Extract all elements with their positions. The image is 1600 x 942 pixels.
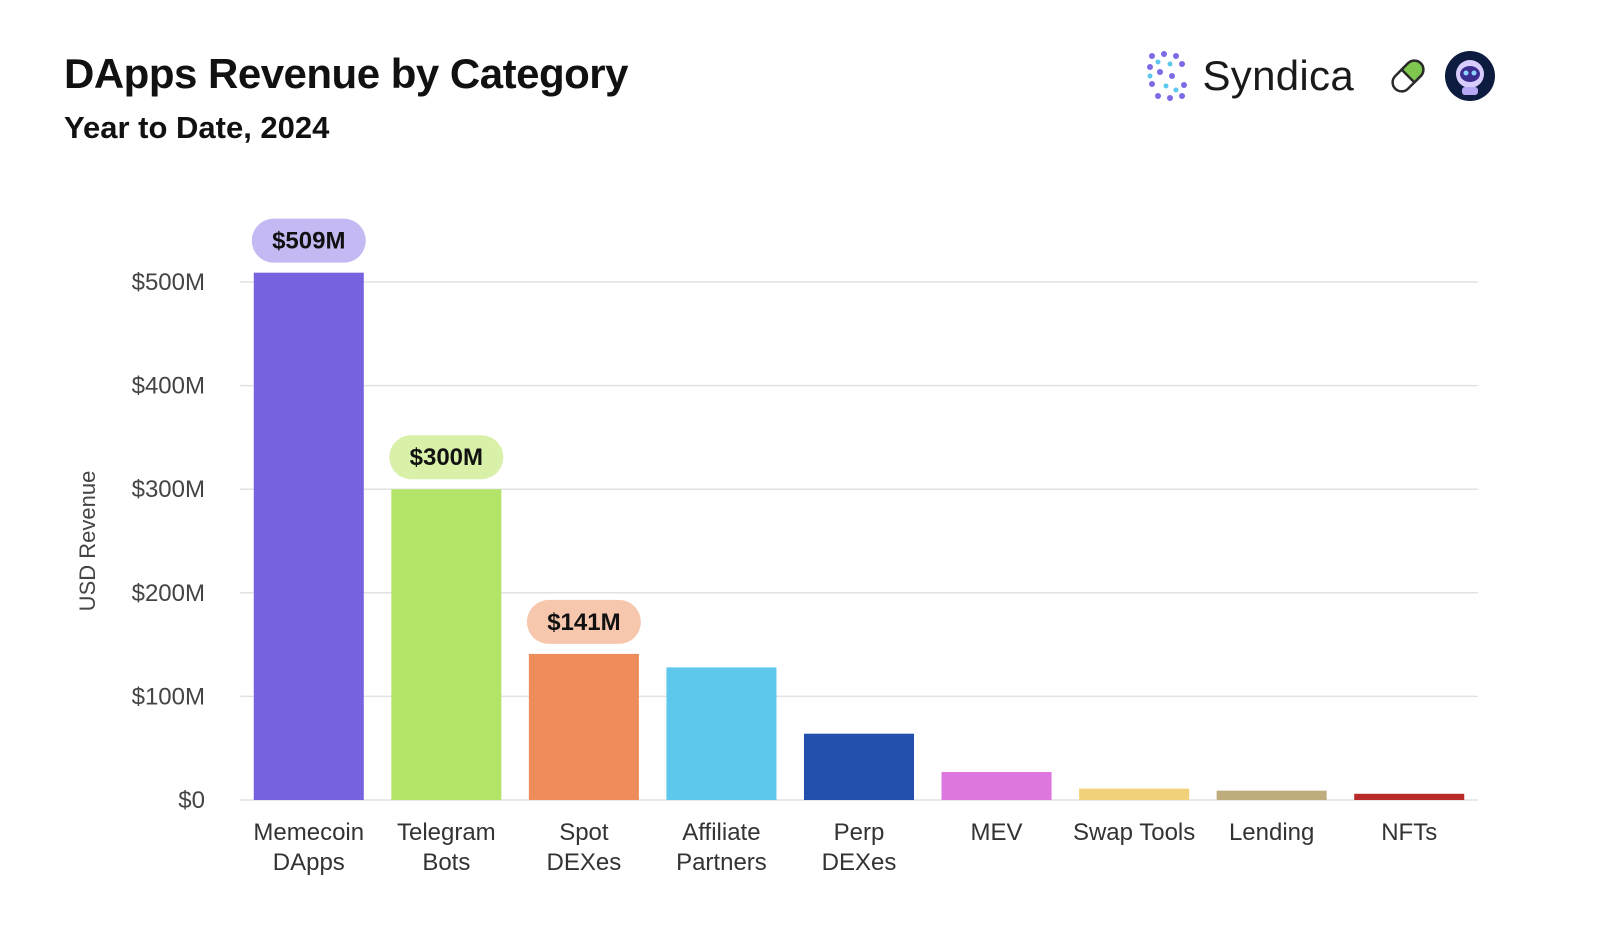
bar: [666, 667, 777, 800]
x-tick-label: Memecoin: [253, 819, 364, 846]
y-tick-label: $500M: [132, 269, 205, 296]
bar: [1079, 788, 1190, 800]
x-tick-label: Partners: [676, 849, 767, 876]
y-axis-title: USD Revenue: [75, 471, 100, 612]
x-tick-label: Swap Tools: [1073, 819, 1195, 846]
chart-subtitle: Year to Date, 2024: [64, 110, 330, 145]
x-tick-label: DEXes: [547, 849, 622, 876]
y-tick-label: $100M: [132, 683, 205, 710]
x-tick-label: DEXes: [822, 849, 897, 876]
data-label: $509M: [272, 228, 345, 255]
bar: [1354, 793, 1465, 800]
bar: [1216, 790, 1327, 800]
x-tick-label: Lending: [1229, 819, 1314, 846]
data-label-pill: [526, 599, 641, 644]
y-tick-label: $0: [178, 787, 205, 814]
data-label-pill: [389, 435, 504, 480]
data-label: $141M: [547, 609, 620, 636]
data-label: $300M: [410, 444, 483, 471]
bar: [391, 489, 502, 800]
astronaut-icon: [1444, 50, 1496, 102]
brand-name: Syndica: [1202, 52, 1354, 99]
x-tick-label: MEV: [971, 819, 1023, 846]
y-tick-label: $400M: [132, 373, 205, 400]
chart-title: DApps Revenue by Category: [64, 50, 628, 97]
x-tick-label: DApps: [273, 849, 345, 876]
y-tick-label: $200M: [132, 580, 205, 607]
bar: [803, 733, 915, 800]
bar: [941, 772, 1052, 800]
x-tick-label: Spot: [559, 819, 609, 846]
x-tick-label: Perp: [834, 819, 885, 846]
data-label-pill: [251, 218, 366, 263]
pill-icon: [1386, 54, 1430, 98]
x-tick-label: Telegram: [397, 819, 496, 846]
x-tick-label: Bots: [422, 849, 470, 876]
brand-header: Syndica: [1146, 50, 1496, 102]
bar: [253, 272, 364, 800]
bar: [528, 653, 639, 800]
x-tick-label: Affiliate: [682, 819, 760, 846]
y-tick-label: $300M: [132, 476, 205, 503]
syndica-dots-icon: [1146, 50, 1188, 102]
x-tick-label: NFTs: [1381, 819, 1437, 846]
